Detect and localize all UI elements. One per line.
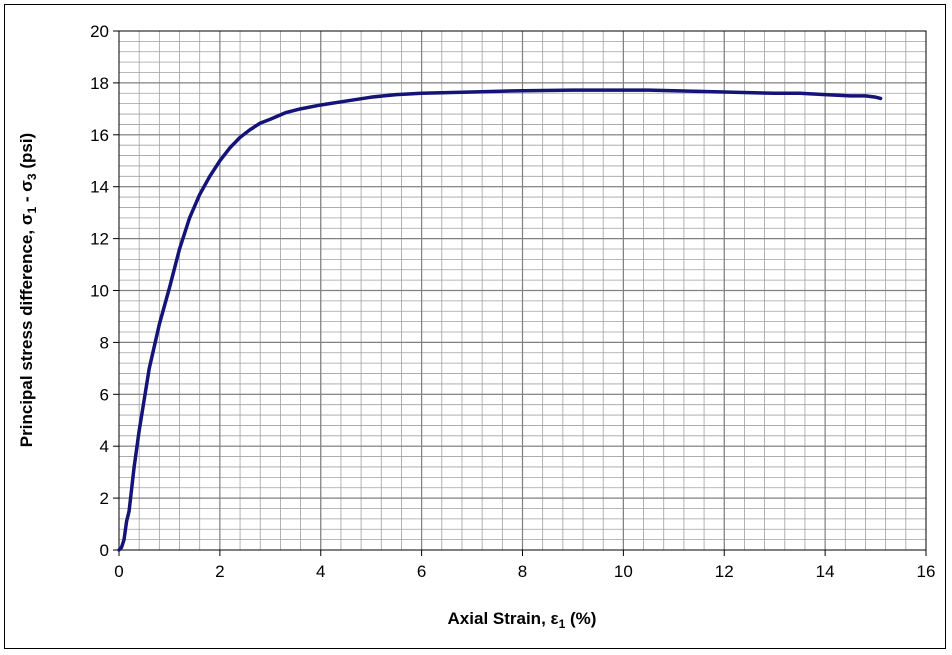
y-tick-label: 16: [90, 126, 109, 145]
y-tick-label: 4: [100, 437, 109, 456]
y-tick-label: 0: [100, 541, 109, 560]
x-tick-label: 6: [417, 562, 426, 581]
x-tick-label: 8: [518, 562, 527, 581]
x-tick-label: 0: [114, 562, 123, 581]
y-axis-title: Principal stress difference, σ1 - σ3 (ps…: [17, 133, 39, 447]
y-tick-label: 20: [90, 22, 109, 41]
x-tick-label: 14: [816, 562, 835, 581]
chart-frame: [4, 4, 946, 649]
x-axis-title: Axial Strain, ε1 (%): [448, 609, 597, 631]
y-axis-ticks: 0 2 4 6 8 10 12 14 16 18 20: [90, 22, 119, 560]
y-tick-label: 2: [100, 489, 109, 508]
y-tick-label: 8: [100, 333, 109, 352]
x-tick-label: 16: [917, 562, 936, 581]
y-tick-label: 18: [90, 74, 109, 93]
x-axis-ticks: 0 2 4 6 8 10 12 14 16: [114, 550, 935, 581]
y-tick-label: 14: [90, 178, 109, 197]
major-gridlines: [119, 31, 926, 550]
y-tick-label: 10: [90, 282, 109, 301]
y-tick-label: 6: [100, 385, 109, 404]
x-tick-label: 10: [614, 562, 633, 581]
y-tick-label: 12: [90, 230, 109, 249]
x-tick-label: 2: [215, 562, 224, 581]
x-tick-label: 4: [316, 562, 325, 581]
x-tick-label: 12: [715, 562, 734, 581]
data-series-line: [117, 88, 883, 552]
